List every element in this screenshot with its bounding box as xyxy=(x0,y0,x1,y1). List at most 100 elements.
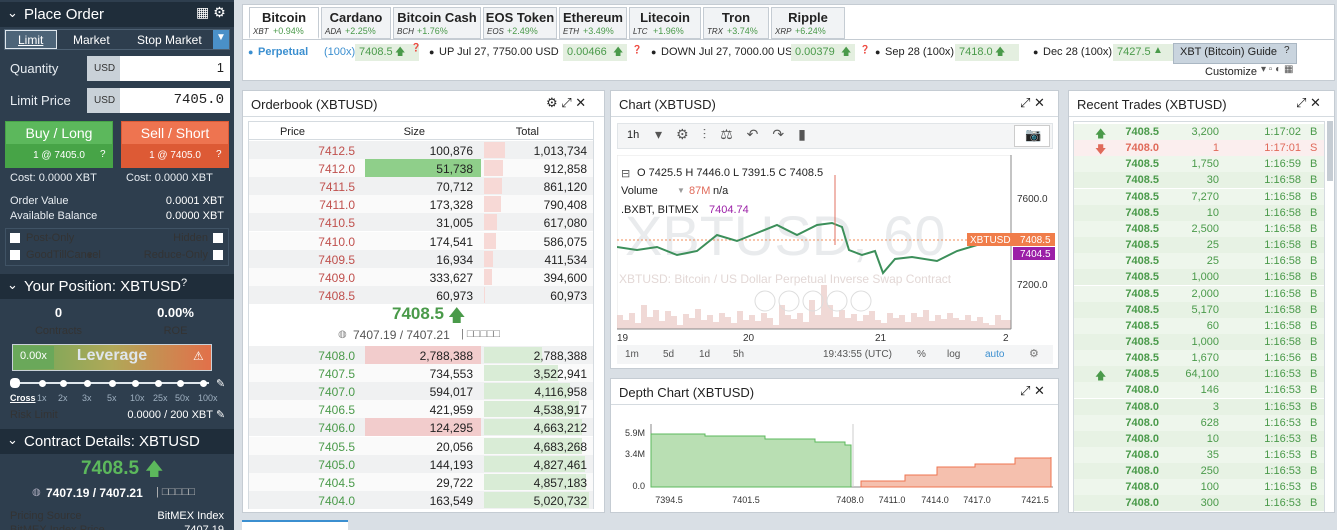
checkbox[interactable] xyxy=(213,250,223,260)
trade-row xyxy=(1074,350,1324,367)
order-type[interactable]: Stop Market xyxy=(137,33,202,47)
chart-option[interactable]: % xyxy=(917,349,926,360)
y-label: 0.0 xyxy=(632,481,645,491)
checkbox[interactable] xyxy=(10,250,20,260)
depth-bar xyxy=(484,473,586,490)
options-box xyxy=(5,228,229,266)
mid-price: 7408.5 xyxy=(392,304,444,323)
coin-tab[interactable] xyxy=(483,7,557,39)
coin-tab[interactable] xyxy=(559,7,627,39)
trade-side: B xyxy=(1310,206,1318,219)
index-tag: 7404.5 xyxy=(1020,249,1051,260)
trade-size: 628 xyxy=(1200,416,1219,429)
range[interactable]: 1d xyxy=(699,349,711,360)
trade-price: 7408.5 xyxy=(1125,352,1159,365)
depth-bar xyxy=(484,232,497,249)
leverage-step[interactable]: 1x xyxy=(37,393,47,403)
depth-chart: 5.9M 3.4M 0.0 7394.5 7401.5 7408.0 7411.0 7414.… xyxy=(625,424,1053,505)
coin-tab[interactable] xyxy=(629,7,701,39)
depth-bar xyxy=(484,196,501,213)
range[interactable]: 5h xyxy=(733,349,745,360)
contract-name[interactable]: Dec 28 (100x) xyxy=(1043,46,1113,58)
leverage-step[interactable]: Cross xyxy=(10,393,36,403)
x-label: 2 xyxy=(1003,333,1009,344)
trade-row xyxy=(1074,447,1324,463)
trade-side: B xyxy=(1310,271,1318,284)
leverage-step[interactable]: 25x xyxy=(153,393,168,403)
price-tag-bg xyxy=(967,233,1055,246)
toolbar xyxy=(617,123,1053,149)
leverage-step[interactable]: 10x xyxy=(130,393,145,403)
trade-price: 7408.5 xyxy=(1125,271,1159,284)
coin-tab[interactable] xyxy=(393,7,481,39)
interval[interactable]: 1h xyxy=(627,129,640,141)
depth-bar xyxy=(484,455,585,472)
stat-value: 0 xyxy=(54,305,63,320)
panel-title: Chart (XBTUSD) xyxy=(619,97,716,112)
guide-button[interactable] xyxy=(1173,43,1297,64)
contract-name[interactable]: DOWN Jul 27, 7000.00 USD xyxy=(661,46,801,58)
price-tag: 7408.5 xyxy=(1020,235,1051,246)
x-label: 7408.0 xyxy=(836,495,864,505)
field-label: Quantity xyxy=(10,61,59,76)
settings-icon[interactable]: ▦ ⚙ xyxy=(196,4,226,20)
camera-btn[interactable] xyxy=(1014,125,1050,147)
chart-option[interactable]: auto xyxy=(985,349,1005,360)
input[interactable] xyxy=(120,56,230,81)
bullet: ● xyxy=(248,47,254,57)
coin-tab[interactable] xyxy=(249,7,319,39)
contract-name[interactable]: UP Jul 27, 7750.00 USD xyxy=(439,46,559,58)
checkbox[interactable] xyxy=(10,233,20,243)
panel-title: Orderbook (XBTUSD) xyxy=(251,97,378,112)
dropdown[interactable] xyxy=(213,30,229,49)
coin-tab[interactable] xyxy=(703,7,769,39)
arrow: ▲ xyxy=(1153,45,1163,56)
leverage-step[interactable]: 100x xyxy=(198,393,218,403)
leverage-step[interactable]: 5x xyxy=(107,393,117,403)
trade-side: B xyxy=(1310,384,1318,397)
trade-side: B xyxy=(1310,287,1318,300)
price-badge xyxy=(791,44,855,61)
leverage-step[interactable]: 3x xyxy=(82,393,92,403)
trade-size: 1 xyxy=(1212,142,1219,155)
trade-price: 7408.5 xyxy=(1125,368,1159,381)
input[interactable] xyxy=(120,88,230,113)
order-type[interactable]: Market xyxy=(73,33,110,47)
price: 7410.5 xyxy=(318,216,355,231)
leverage-step[interactable]: 2x xyxy=(58,393,68,403)
trade-row xyxy=(1074,398,1324,415)
coin-tab[interactable] xyxy=(321,7,391,39)
risk-label: Risk Limit xyxy=(10,409,58,421)
help: ❓ xyxy=(632,45,642,54)
column-header: Size xyxy=(403,126,425,138)
chart-option[interactable]: log xyxy=(947,349,961,360)
coin-code: XBT xyxy=(253,27,269,36)
leverage-step[interactable]: 50x xyxy=(175,393,190,403)
trade-time: 1:16:53 xyxy=(1264,384,1301,397)
trade-size: 10 xyxy=(1206,432,1219,445)
trade-size: 250 xyxy=(1200,465,1219,478)
panel-title: Depth Chart (XBTUSD) xyxy=(619,385,755,400)
nav-button xyxy=(778,290,800,312)
panel-icons: ⤢ ✕ xyxy=(1296,95,1321,110)
trade-price: 7408.0 xyxy=(1125,449,1159,461)
coin-tab[interactable] xyxy=(771,7,845,39)
mark-extra: | □□□□□ xyxy=(156,486,196,498)
trade-time: 1:16:53 xyxy=(1264,465,1301,478)
customize[interactable]: Customize xyxy=(1205,66,1257,78)
contract-price: 7418.0 xyxy=(959,46,993,58)
contract-name[interactable]: Perpetual xyxy=(258,46,309,58)
range[interactable]: 1m xyxy=(625,349,639,360)
checkbox[interactable] xyxy=(213,233,223,243)
ohlc: O 7425.5 H 7446.0 L 7391.5 C 7408.5 xyxy=(637,167,824,179)
index-mark: 7407.19 / 7407.21 xyxy=(46,486,143,500)
trade-time: 1:16:58 xyxy=(1264,255,1301,268)
range[interactable]: 5d xyxy=(663,349,675,360)
watermark: XBTUSD, 60 xyxy=(625,204,946,267)
sell-button-lower xyxy=(122,144,228,167)
trade-size: 10 xyxy=(1206,206,1219,219)
coin-name: Tron xyxy=(721,10,751,25)
contract-name[interactable]: Sep 28 (100x) xyxy=(885,46,955,58)
order-type[interactable]: Limit xyxy=(18,33,44,47)
